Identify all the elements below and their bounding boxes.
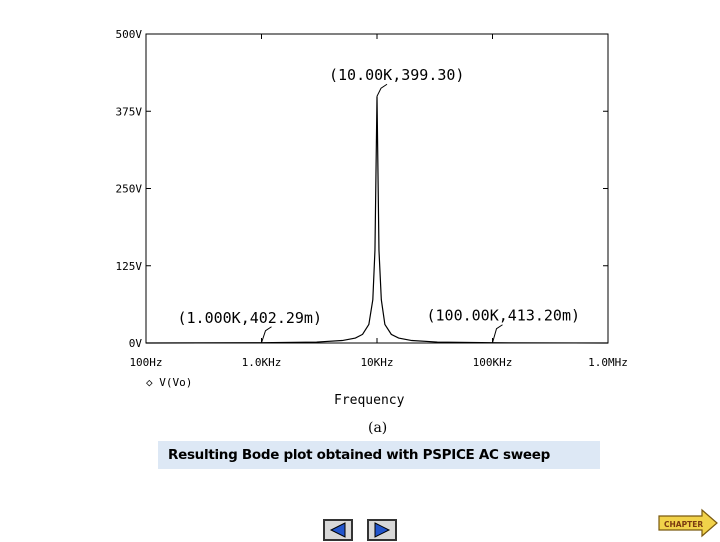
x-axis-label: Frequency <box>334 393 405 408</box>
annotation-label: (100.00K,413.20m) <box>427 307 581 325</box>
y-tick-label: 0V <box>129 337 143 350</box>
x-tick-label: 100Hz <box>129 356 162 369</box>
annotation-leader <box>376 83 388 97</box>
annotations: (10.00K,399.30) (1.000K,402.29m) (100.00K,… <box>178 66 581 343</box>
series-line-vvo <box>145 96 609 344</box>
y-tick-label: 125V <box>116 260 143 273</box>
arrow-left-icon <box>329 522 346 538</box>
back-button[interactable] <box>323 519 353 541</box>
x-tick-label: 1.0MHz <box>588 356 628 369</box>
arrow-right-icon <box>374 522 391 538</box>
x-tick-label: 10KHz <box>360 356 393 369</box>
annotation-leader <box>492 324 503 343</box>
y-tick-label: 250V <box>116 183 143 196</box>
y-tick-label: 500V <box>116 28 143 41</box>
annotation-leader <box>261 326 272 343</box>
bode-plot: 500V 375V 250V 125V 0V 100Hz 1.0KHz 10KHz 100KH… <box>116 28 628 436</box>
next-button[interactable] <box>367 519 397 541</box>
chapter-arrow-icon: CHAPTER <box>658 508 718 538</box>
x-tick-label: 100KHz <box>473 356 513 369</box>
y-axis-ticks: 500V 375V 250V 125V 0V <box>116 28 608 350</box>
caption: Resulting Bode plot obtained with PSPICE… <box>158 441 600 469</box>
figure-label: (a) <box>368 420 387 436</box>
x-tick-label: 1.0KHz <box>242 356 282 369</box>
annotation-label: (10.00K,399.30) <box>329 66 464 84</box>
chapter-index-button[interactable]: CHAPTER <box>658 508 718 538</box>
annotation-label: (1.000K,402.29m) <box>178 309 323 327</box>
y-tick-label: 375V <box>116 105 143 118</box>
legend-entry: ◇ V(Vo) <box>146 376 192 389</box>
x-axis-ticks: 100Hz 1.0KHz 10KHz 100KHz 1.0MHz <box>129 34 628 369</box>
chapter-label: CHAPTER <box>664 520 703 529</box>
